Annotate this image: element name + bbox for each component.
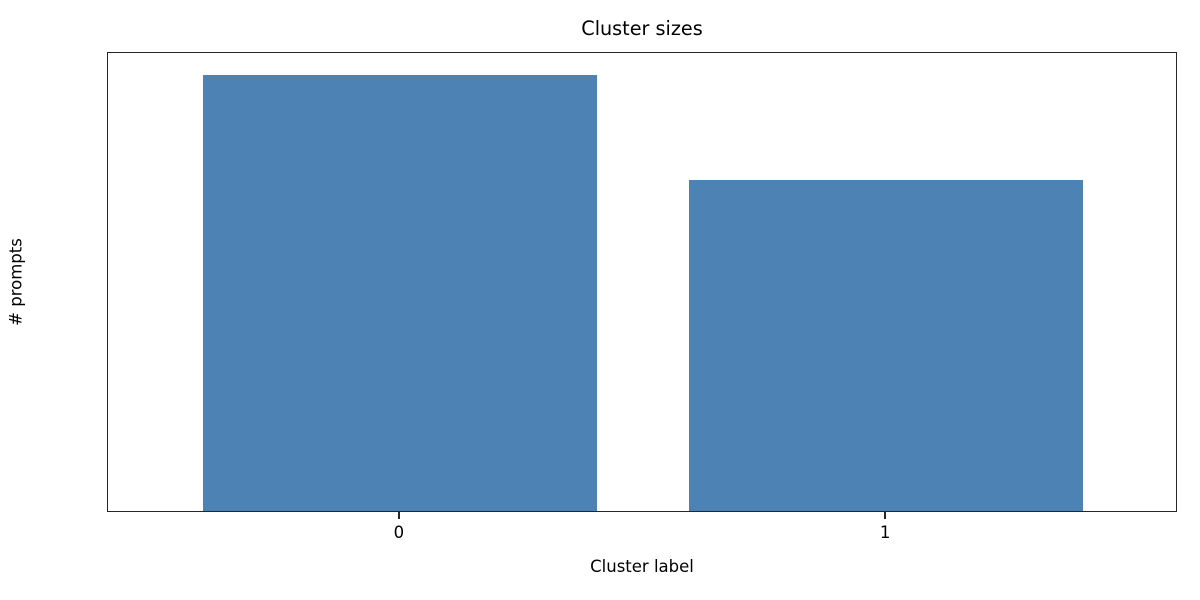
- plot-area: [107, 52, 1177, 512]
- chart-title: Cluster sizes: [581, 17, 703, 40]
- x-tick-mark: [397, 512, 400, 519]
- bar-series: [108, 53, 1176, 511]
- y-axis-ticks: 020406080100120: [0, 52, 107, 512]
- x-tick-label: 1: [879, 523, 891, 542]
- bar-1: [689, 179, 1084, 511]
- x-axis-label: Cluster label: [590, 557, 694, 576]
- bar-0: [202, 75, 597, 511]
- x-tick-label: 0: [393, 523, 405, 542]
- x-tick-mark: [884, 512, 887, 519]
